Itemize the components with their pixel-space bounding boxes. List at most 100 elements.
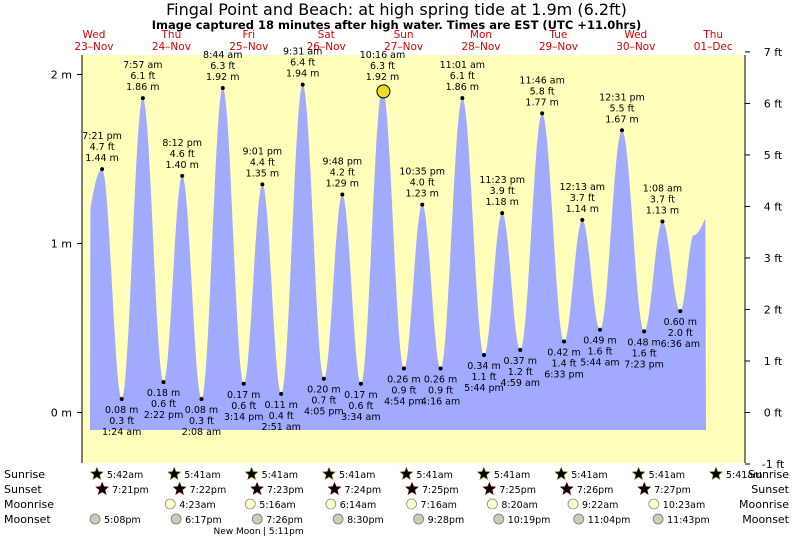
moonrise-time: 4:23am [179,500,215,511]
low-tide-time: 7:23 pm [624,359,664,370]
day-date-label: 26–Nov [307,41,346,53]
right-tick-label: 4 ft [764,200,783,213]
high-tide-ft: 5.8 ft [530,86,555,97]
high-tide-time: 10:16 am [360,50,405,61]
day-date-label: 29–Nov [539,41,578,53]
low-tide-ft: 0.9 ft [428,386,453,397]
row-label-right: Moonset [742,513,789,526]
low-tide-ft: 2.0 ft [668,328,693,339]
sunset-icon [95,481,110,495]
moonset-time: 9:28pm [428,515,465,526]
high-tide-m: 1.92 m [366,72,399,83]
tide-extreme-marker [161,380,166,385]
day-weekday-label: Wed [624,29,647,41]
row-label-left: Sunset [4,483,42,496]
low-tide-m: 0.17 m [344,390,377,401]
moonset-icon [493,513,505,525]
high-tide-m: 1.86 m [446,82,479,93]
tide-extreme-marker [678,309,683,314]
right-axis: -1 ft 0 ft 1 ft 2 ft 3 ft 4 ft 5 ft 6 ft 7 ft [744,46,785,471]
tide-extreme-marker [220,86,225,91]
sunset-icon [482,481,497,495]
sunset-time: 7:25pm [422,485,459,496]
moonset-icon [652,513,664,525]
sunrise-time: 5:41am [184,470,220,481]
tide-extreme-marker [619,128,624,133]
day-weekday-label: Wed [83,29,106,41]
sunrise-icon [244,466,259,480]
tide-extreme-marker [119,396,124,401]
sunrise-icon [322,466,336,480]
high-tide-ft: 4.4 ft [250,157,275,168]
right-tick-label: 5 ft [764,149,783,162]
day-date-label: 01–Dec [694,41,733,53]
moonrise-icon [325,498,337,510]
high-tide-time: 7:57 am [123,60,162,71]
low-tide-m: 0.48 m [627,337,660,348]
low-tide-ft: 0.4 ft [269,411,294,422]
sunrise-time: 5:41am [726,470,762,481]
moonset-icon [332,513,344,525]
high-tide-m: 1.18 m [485,197,518,208]
moonrise-icon [244,498,256,510]
tide-extreme-marker [241,381,246,386]
day-weekday-label: Sun [394,29,414,41]
high-tide-m: 1.94 m [286,69,319,80]
high-tide-m: 1.67 m [605,114,638,125]
low-tide-m: 0.34 m [467,361,500,372]
low-tide-m: 0.26 m [387,375,420,386]
high-tide-m: 1.86 m [126,82,159,93]
high-tide-ft: 6.3 ft [210,61,235,72]
low-tide-ft: 1.4 ft [552,359,577,370]
day-weekday-label: Sat [318,29,335,41]
sunset-icon [637,481,652,495]
right-tick-label: 3 ft [764,252,783,265]
low-tide-ft: 0.6 ft [151,399,176,410]
sunset-icon [405,481,419,495]
low-tide-m: 0.20 m [307,385,340,396]
high-tide-ft: 6.3 ft [370,61,395,72]
low-tide-ft: 0.6 ft [348,401,373,412]
low-tide-time: 3:34 am [341,412,380,423]
moonset-time: 10:19pm [508,515,551,526]
low-tide-ft: 0.3 ft [189,416,214,427]
moonrise-icon [406,498,417,510]
low-tide-time: 4:54 pm [384,397,424,408]
sunset-icon [559,481,574,495]
sunrise-icon [631,466,646,480]
low-tide-ft: 1.6 ft [587,347,612,358]
high-tide-m: 1.44 m [85,153,118,164]
high-tide-m: 1.29 m [326,178,359,189]
moonrise-time: 7:16am [421,500,457,511]
high-tide-time: 11:23 pm [479,175,525,186]
sunrise-icon [399,466,414,480]
sunset-icon [172,481,187,495]
sunrise-time: 5:41am [494,470,530,481]
tide-extreme-marker [660,219,665,224]
left-axis: 0 m 1 m 2 m [51,55,83,463]
low-tide-time: 6:36 am [661,339,700,350]
moonset-time: 11:43pm [667,515,710,526]
high-tide-time: 11:01 am [440,60,485,71]
low-tide-time: 5:44 pm [464,383,504,394]
day-date-label: 28–Nov [461,41,500,53]
sunset-time: 7:21pm [112,485,149,496]
sunrise-icon [167,466,182,480]
moonset-icon [573,513,585,525]
tide-extreme-marker [562,339,567,344]
tide-extreme-marker [580,217,585,222]
moonset-icon [89,513,101,525]
high-tide-ft: 3.7 ft [650,195,675,206]
right-tick-label: 7 ft [764,46,783,59]
low-tide-time: 2:08 am [182,427,221,438]
tide-extreme-marker [358,381,363,386]
high-tide-time: 10:35 pm [399,167,445,178]
tide-labels: 7:21 pm4.7 ft1.44 m0.08 m0.3 ft1:24 am7:… [82,47,700,438]
sunrise-time: 5:41am [571,470,607,481]
moonset-time: 8:30pm [347,515,384,526]
low-tide-ft: 0.3 ft [109,416,134,427]
row-label-left: Sunrise [4,468,45,481]
low-tide-time: 2:22 pm [144,410,184,421]
tide-curve [90,84,706,430]
sunset-time: 7:22pm [190,485,227,496]
